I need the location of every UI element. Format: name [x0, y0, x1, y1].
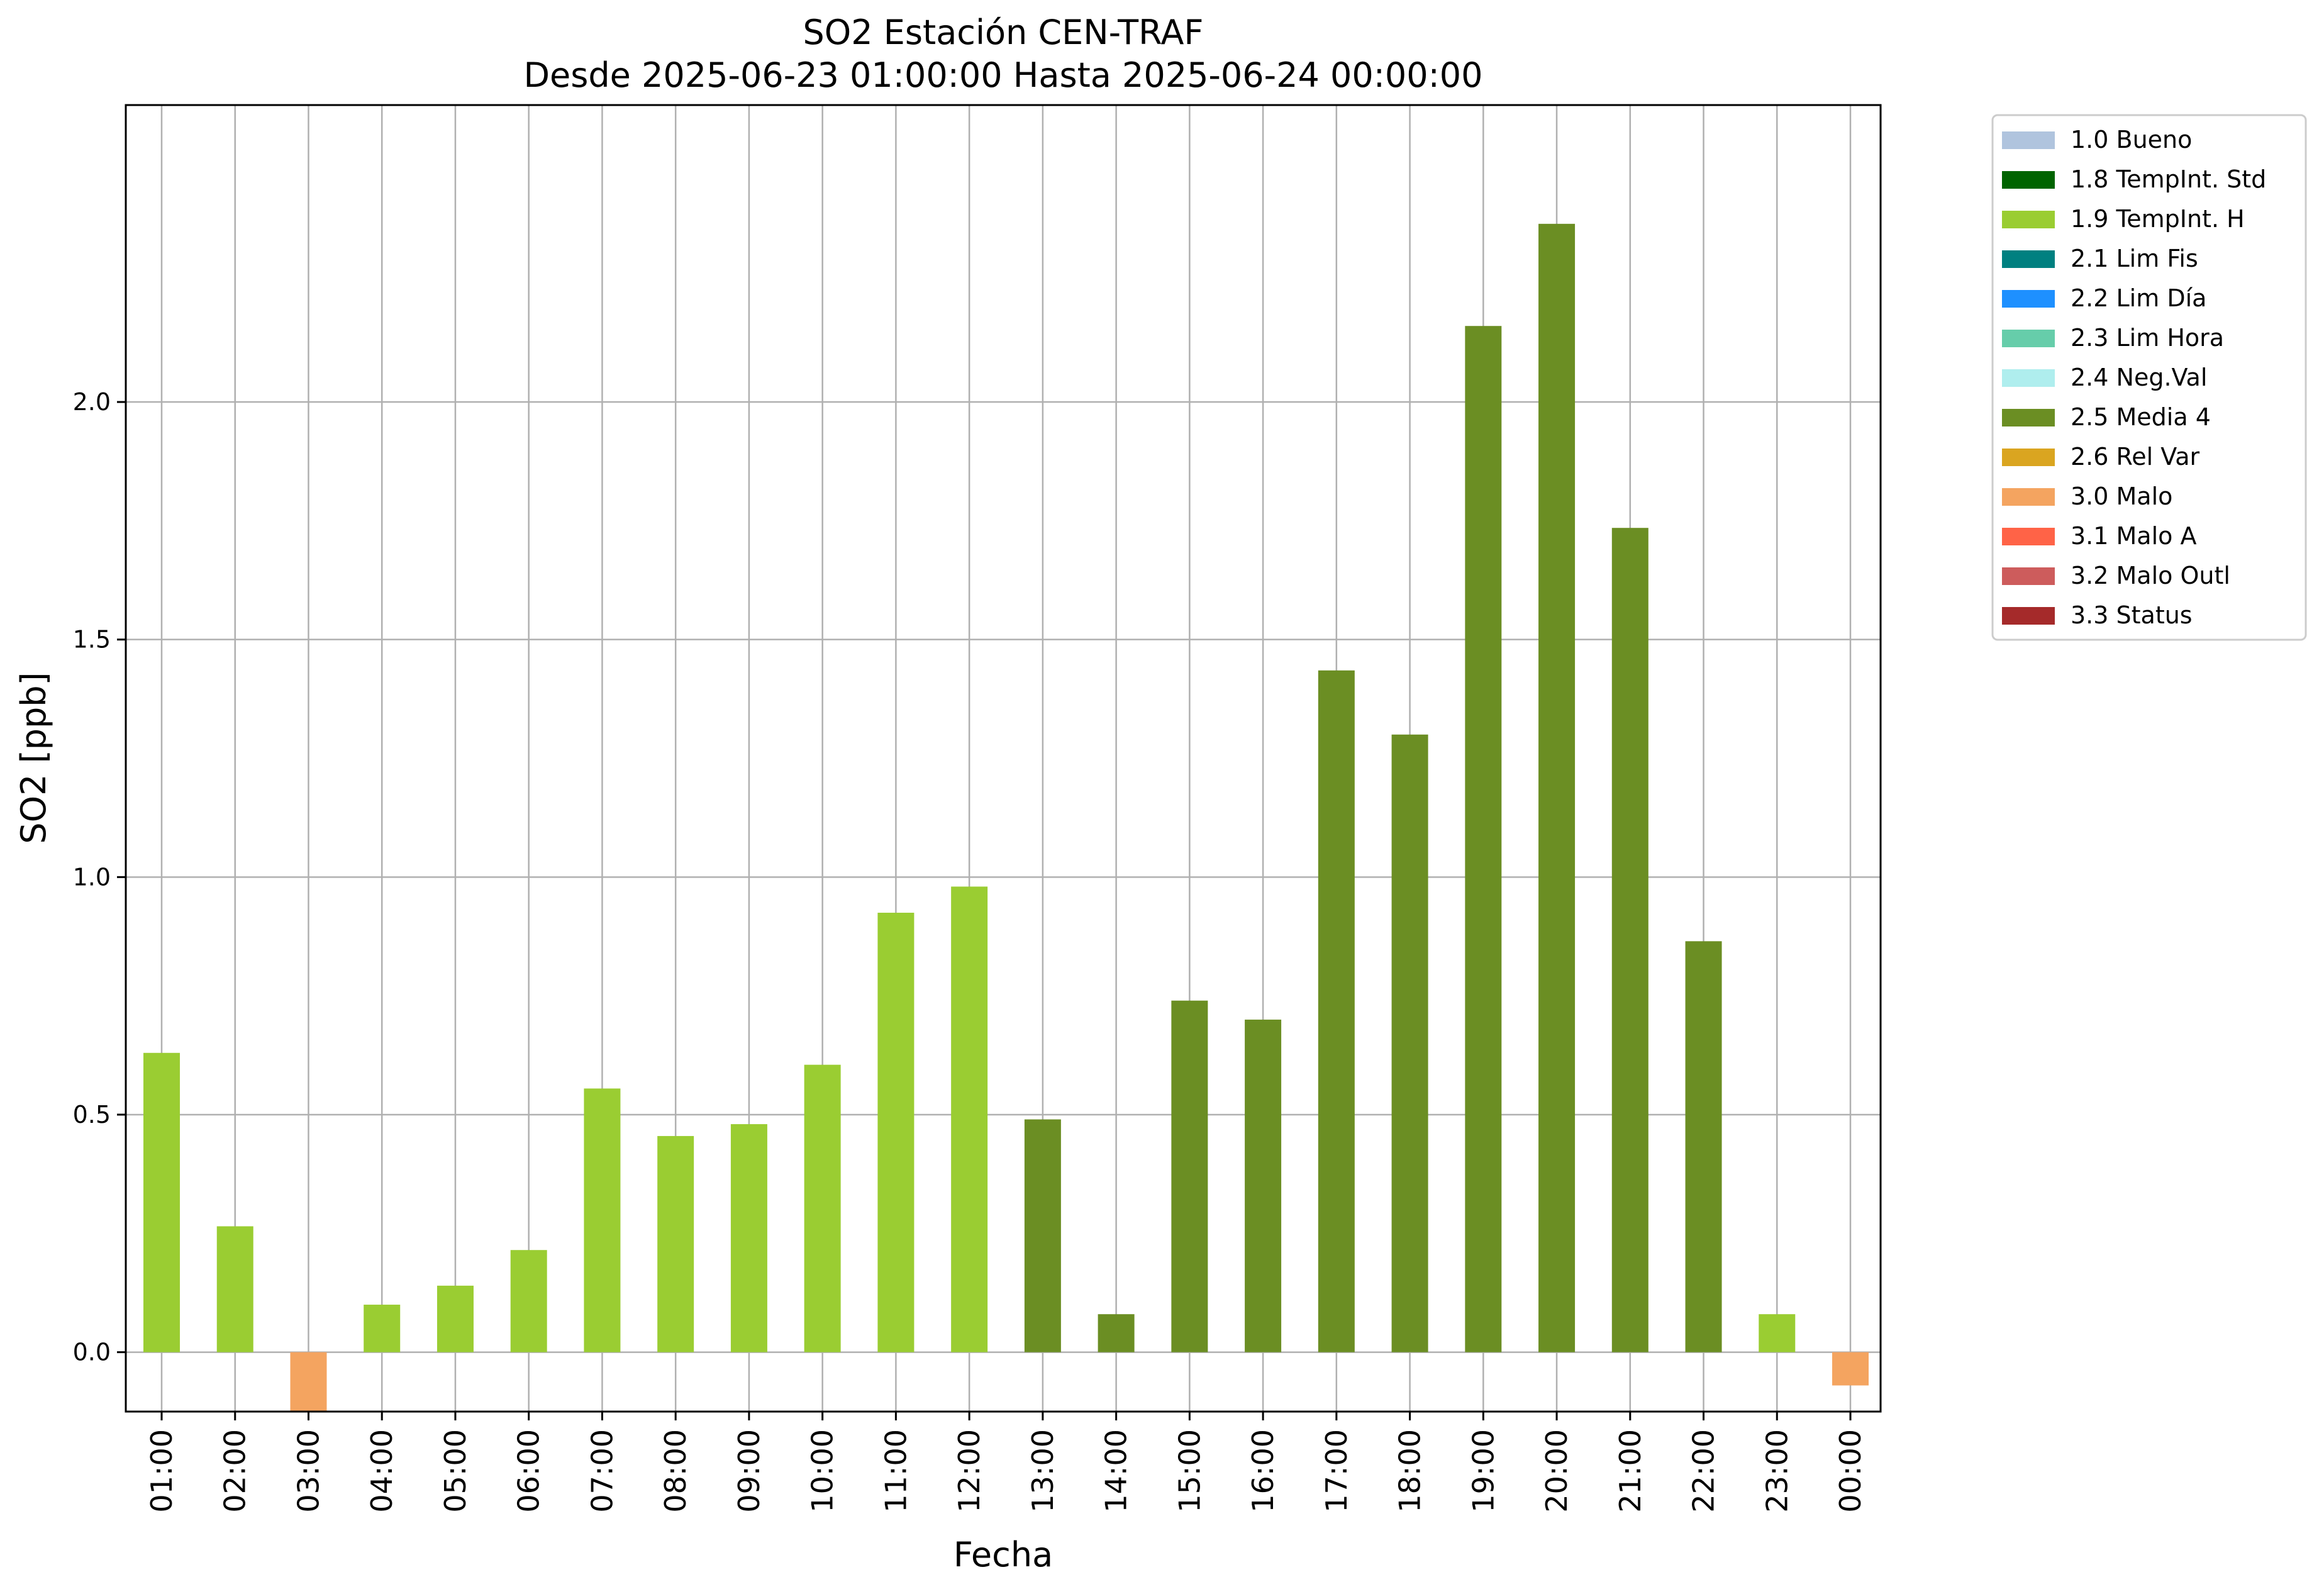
bars [143, 223, 1869, 1412]
bar-1200 [951, 886, 988, 1352]
x-tick-label: 06:00 [512, 1429, 546, 1513]
legend-label: 1.0 Bueno [2071, 126, 2192, 153]
legend-swatch-2-3 [2002, 330, 2055, 347]
legend-label: 2.3 Lim Hora [2071, 324, 2224, 352]
bar-0900 [730, 1124, 767, 1352]
legend-swatch-2-4 [2002, 369, 2055, 387]
bar-1900 [1465, 326, 1502, 1352]
x-tick-label: 08:00 [659, 1429, 692, 1513]
chart-title: SO2 Estación CEN-TRAF [803, 13, 1203, 52]
x-tick-label: 11:00 [879, 1429, 913, 1513]
legend-box [1991, 114, 2307, 641]
y-tick-label: 1.0 [73, 863, 111, 891]
bar-0600 [510, 1250, 547, 1352]
bar-1500 [1171, 1000, 1208, 1352]
legend-swatch-3-3 [2002, 607, 2055, 625]
legend-swatch-1-0 [2002, 131, 2055, 149]
legend-label: 1.8 TempInt. Std [2071, 165, 2266, 193]
x-tick-label: 21:00 [1613, 1429, 1647, 1513]
legend-swatch-1-9 [2002, 211, 2055, 228]
legend-swatch-1-8 [2002, 171, 2055, 189]
bar-0400 [364, 1305, 401, 1352]
x-tick-label: 14:00 [1099, 1429, 1133, 1513]
x-tick-label: 13:00 [1026, 1429, 1060, 1513]
bar-2300 [1759, 1314, 1796, 1352]
bar-0200 [216, 1226, 253, 1352]
bar-1700 [1318, 670, 1355, 1352]
x-tick-label: 22:00 [1687, 1429, 1721, 1513]
legend-label: 1.9 TempInt. H [2071, 205, 2245, 233]
legend-label: 2.2 Lim Día [2071, 284, 2206, 312]
x-axis-label: Fecha [954, 1535, 1053, 1574]
legend-label: 2.4 Neg.Val [2071, 364, 2207, 391]
legend-label: 3.2 Malo Outl [2071, 562, 2230, 589]
legend-label: 2.6 Rel Var [2071, 443, 2200, 471]
legend-swatch-3-0 [2002, 488, 2055, 506]
legend-swatch-2-6 [2002, 449, 2055, 466]
bar-0700 [584, 1088, 621, 1352]
x-tick-label: 15:00 [1172, 1429, 1206, 1513]
x-tick-label: 18:00 [1393, 1429, 1427, 1513]
bar-2000 [1538, 223, 1576, 1352]
legend-label: 2.5 Media 4 [2071, 403, 2211, 431]
plot-frame [125, 104, 1882, 1413]
bar-1400 [1098, 1314, 1135, 1352]
y-tick-label: 2.0 [73, 388, 111, 416]
x-tick-label: 01:00 [145, 1429, 179, 1513]
bar-0300 [290, 1352, 327, 1412]
y-axis-label: SO2 [ppb] [14, 672, 53, 844]
y-tick-label: 1.5 [73, 626, 111, 654]
legend-swatch-2-1 [2002, 250, 2055, 268]
legend-label: 2.1 Lim Fis [2071, 245, 2198, 272]
bar-2100 [1611, 528, 1648, 1352]
bar-1600 [1245, 1019, 1282, 1352]
y-tick-label: 0.5 [73, 1101, 111, 1129]
legend-swatch-2-5 [2002, 409, 2055, 426]
x-tick-label: 09:00 [732, 1429, 766, 1513]
bar-0000 [1832, 1352, 1869, 1386]
y-tick-label: 0.0 [73, 1339, 111, 1366]
legend-label: 3.3 Status [2071, 601, 2193, 629]
x-tick-label: 12:00 [952, 1429, 986, 1513]
bar-0800 [657, 1135, 694, 1352]
bar-1800 [1391, 734, 1428, 1352]
x-tick-label: 20:00 [1540, 1429, 1574, 1513]
legend-swatch-3-2 [2002, 567, 2055, 585]
x-tick-label: 23:00 [1760, 1429, 1794, 1513]
legend: 1.0 Bueno 1.8 TempInt. Std 1.9 TempInt. H 2… [1991, 114, 2307, 641]
x-axis-ticks: 01:00 02:00 03:00 04:00 05:00 06:00 07:00 08:00… [145, 1412, 1867, 1513]
bar-0100 [143, 1052, 180, 1352]
x-tick-label: 07:00 [585, 1429, 619, 1513]
bar-2200 [1685, 941, 1722, 1352]
bar-1000 [804, 1064, 841, 1352]
bar-1300 [1024, 1119, 1061, 1352]
x-tick-label: 00:00 [1833, 1429, 1867, 1513]
x-tick-label: 16:00 [1246, 1429, 1280, 1513]
legend-label: 3.1 Malo A [2071, 522, 2196, 550]
x-tick-label: 04:00 [365, 1429, 399, 1513]
x-tick-label: 03:00 [291, 1429, 325, 1513]
legend-swatch-3-1 [2002, 528, 2055, 545]
x-tick-label: 05:00 [438, 1429, 472, 1513]
x-tick-label: 10:00 [806, 1429, 840, 1513]
chart-subtitle: Desde 2025-06-23 01:00:00 Hasta 2025-06-… [523, 55, 1482, 95]
bar-0500 [436, 1285, 474, 1352]
x-tick-label: 19:00 [1466, 1429, 1500, 1513]
x-tick-label: 02:00 [218, 1429, 252, 1513]
x-tick-label: 17:00 [1320, 1429, 1354, 1513]
bar-1100 [877, 912, 915, 1352]
legend-swatch-2-2 [2002, 290, 2055, 308]
y-axis-ticks: 0.0 0.5 1.0 1.5 2.0 [73, 388, 126, 1366]
legend-label: 3.0 Malo [2071, 482, 2172, 510]
